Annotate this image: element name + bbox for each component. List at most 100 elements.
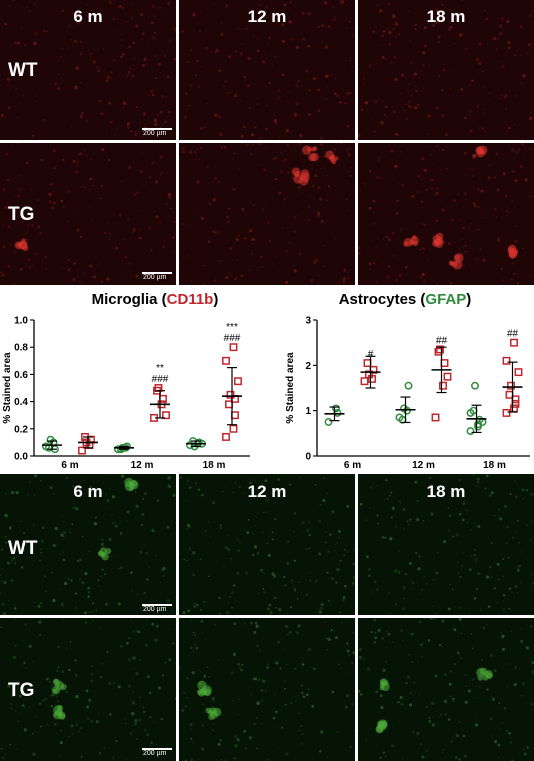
fluorescence-speck [224,546,228,549]
fluorescence-speck [135,275,138,278]
fluorescence-speck [6,178,10,182]
fluorescence-speck [447,607,451,611]
fluorescence-speck [266,499,269,502]
fluorescence-speck [160,173,162,175]
fluorescence-speck [448,682,452,686]
fluorescence-speck [251,34,254,37]
fluorescence-speck [78,152,82,156]
fluorescence-speck [409,518,412,521]
fluorescence-speck [284,687,286,690]
fluorescence-speck [377,522,380,525]
fluorescence-speck [476,485,478,487]
fluorescence-speck [415,89,418,93]
fluorescence-speck [92,184,95,187]
fluorescence-speck [374,636,378,640]
fluorescence-speck [522,74,526,78]
fluorescence-speck [506,129,509,132]
fluorescence-speck [271,538,274,541]
fluorescence-speck [370,225,372,227]
fluorescence-speck [254,677,258,681]
fluorescence-speck [206,666,209,669]
data-point-tg [365,370,373,379]
fluorescence-speck [513,123,516,126]
fluorescence-speck [363,658,366,661]
fluorescence-speck [441,3,444,7]
fluorescence-speck [154,54,157,57]
fluorescence-speck [20,565,24,569]
fluorescence-speck [56,700,60,703]
fluorescence-speck [351,662,354,665]
fluorescence-speck [502,600,504,602]
fluorescence-speck [139,550,143,554]
fluorescence-plaque [477,675,484,681]
fluorescence-speck [21,704,25,708]
fluorescence-speck [69,57,71,59]
fluorescence-speck [365,555,369,559]
fluorescence-speck [398,33,401,36]
fluorescence-speck [124,718,126,720]
fluorescence-speck [274,488,278,492]
fluorescence-speck [352,248,355,252]
fluorescence-speck [297,624,301,628]
fluorescence-speck [162,574,165,578]
fluorescence-speck [385,660,387,663]
fluorescence-speck [425,582,428,585]
fluorescence-speck [2,612,7,615]
fluorescence-speck [529,275,533,278]
fluorescence-speck [326,637,328,640]
fluorescence-speck [527,686,529,688]
fluorescence-speck [343,548,346,551]
micrograph-background [0,618,176,761]
fluorescence-speck [14,618,16,620]
fluorescence-speck [351,27,353,30]
fluorescence-speck [195,74,198,77]
fluorescence-speck [235,737,238,739]
fluorescence-speck [250,152,253,156]
fluorescence-speck [495,216,498,218]
fluorescence-speck [461,238,463,240]
data-point-wt [324,418,333,426]
fluorescence-speck [514,94,517,97]
fluorescence-speck [214,623,217,626]
fluorescence-speck [265,5,268,8]
fluorescence-speck [475,713,478,715]
fluorescence-speck [307,44,311,48]
significance-marker: # [368,349,374,360]
fluorescence-speck [477,696,479,699]
fluorescence-speck [496,37,499,40]
fluorescence-speck [283,197,286,201]
fluorescence-speck [46,677,50,681]
fluorescence-speck [530,493,533,496]
fluorescence-speck [363,201,366,204]
fluorescence-speck [18,187,22,191]
fluorescence-speck [19,174,22,177]
fluorescence-speck [243,75,247,79]
fluorescence-speck [482,112,485,115]
fluorescence-speck [19,713,21,715]
fluorescence-speck [135,671,139,676]
fluorescence-speck [244,747,247,750]
fluorescence-speck [128,270,130,272]
fluorescence-speck [510,530,512,532]
fluorescence-speck [438,643,442,646]
fluorescence-speck [126,125,128,127]
fluorescence-speck [115,59,117,61]
fluorescence-speck [266,666,269,669]
fluorescence-speck [30,682,33,685]
fluorescence-speck [303,37,305,40]
fluorescence-speck [450,740,453,743]
fluorescence-speck [120,55,124,59]
fluorescence-speck [237,713,239,715]
fluorescence-speck [268,36,271,40]
fluorescence-speck [211,697,215,701]
fluorescence-speck [186,254,189,258]
fluorescence-speck [146,734,149,736]
fluorescence-speck [9,527,12,530]
fluorescence-speck [112,522,114,524]
fluorescence-speck [421,252,423,254]
fluorescence-speck [348,654,350,656]
fluorescence-speck [190,728,193,730]
fluorescence-speck [255,624,259,628]
fluorescence-speck [122,101,125,104]
fluorescence-speck [61,47,64,49]
